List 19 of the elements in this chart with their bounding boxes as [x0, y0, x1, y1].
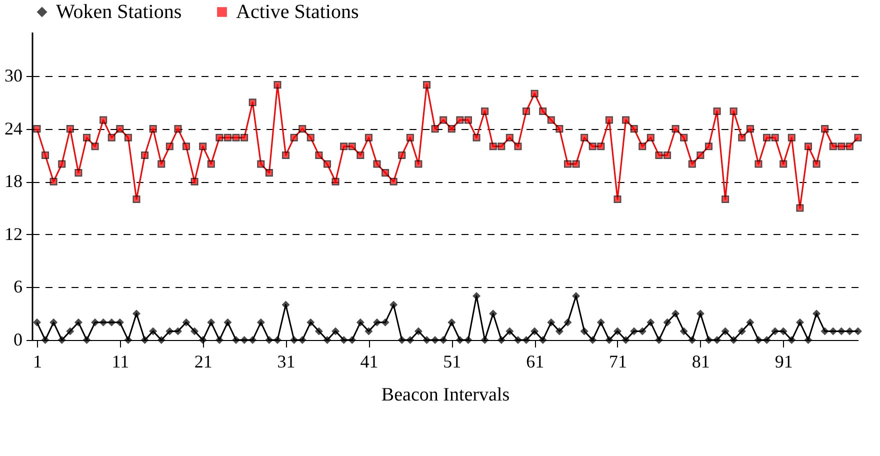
x-tick-label: 1 [32, 352, 42, 372]
x-tick-label: 81 [692, 352, 710, 372]
legend-label: Woken Stations [56, 1, 182, 23]
legend-label: Active Stations [236, 1, 359, 23]
x-tick-label: 61 [526, 352, 544, 372]
x-axis-title: Beacon Intervals [381, 384, 510, 406]
y-tick-label: 18 [4, 171, 22, 192]
x-tick-label: 31 [277, 352, 296, 372]
y-tick-label: 30 [4, 66, 22, 86]
y-tick-label: 0 [14, 330, 22, 350]
y-tick-label: 6 [14, 276, 22, 297]
x-tick-label: 21 [194, 352, 212, 372]
x-tick-label: 41 [360, 352, 378, 372]
x-tick-label: 51 [443, 352, 462, 372]
x-tick-label: 11 [112, 352, 130, 372]
y-tick-label: 24 [4, 118, 22, 138]
x-tick-label: 71 [609, 352, 627, 372]
y-tick-label: 12 [4, 224, 22, 244]
x-tick-label: 91 [774, 352, 793, 372]
